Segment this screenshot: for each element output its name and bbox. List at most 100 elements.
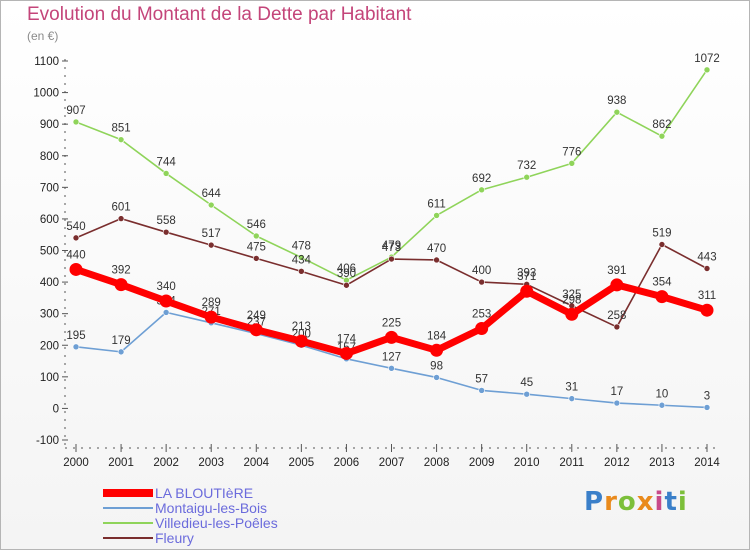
data-point bbox=[72, 234, 80, 242]
y-tick-label: 1000 bbox=[33, 88, 59, 100]
y-tick-label: 600 bbox=[40, 214, 59, 226]
data-label: 249 bbox=[247, 310, 266, 322]
data-point bbox=[72, 343, 80, 351]
data-label: 390 bbox=[337, 268, 356, 280]
data-point bbox=[565, 307, 579, 321]
data-point bbox=[703, 265, 711, 272]
data-label: 253 bbox=[472, 309, 491, 321]
data-label: 862 bbox=[652, 119, 671, 131]
data-label: 479 bbox=[382, 240, 401, 252]
data-point bbox=[568, 160, 576, 167]
y-tick-label: 700 bbox=[40, 182, 59, 194]
data-point bbox=[478, 186, 485, 194]
data-point bbox=[204, 310, 218, 324]
logo-letter: r bbox=[604, 487, 618, 517]
data-label: 1072 bbox=[694, 53, 720, 65]
data-point bbox=[294, 334, 308, 348]
data-label: 644 bbox=[202, 188, 222, 200]
data-point bbox=[252, 255, 260, 262]
logo-letter: i bbox=[677, 487, 688, 517]
x-tick-label: 2007 bbox=[379, 457, 405, 469]
x-tick-label: 2009 bbox=[469, 457, 495, 469]
logo-letter: x bbox=[636, 487, 655, 517]
y-tick-label: 800 bbox=[40, 151, 59, 163]
legend-item: Villedieu-les-Poêles bbox=[103, 514, 278, 531]
data-label: 601 bbox=[111, 202, 130, 214]
data-point bbox=[658, 241, 666, 248]
data-label: 258 bbox=[607, 310, 626, 322]
data-label: 517 bbox=[202, 228, 221, 240]
legend-item: Fleury bbox=[103, 530, 278, 546]
legend-swatch bbox=[103, 521, 153, 524]
data-label: 475 bbox=[247, 241, 266, 253]
data-label: 732 bbox=[517, 160, 536, 172]
data-point bbox=[72, 118, 80, 126]
data-point bbox=[475, 322, 489, 336]
y-tick-label: 500 bbox=[40, 246, 59, 258]
data-label: 298 bbox=[562, 294, 581, 306]
data-label: 393 bbox=[517, 267, 536, 279]
data-point bbox=[658, 401, 666, 409]
proxiti-logo: Proxiti bbox=[584, 487, 688, 517]
chart-title: Evolution du Montant de la Dette par Hab… bbox=[27, 4, 412, 25]
data-label: 179 bbox=[111, 335, 130, 347]
data-point bbox=[207, 201, 215, 209]
data-label: 443 bbox=[697, 252, 716, 264]
data-label: 391 bbox=[607, 265, 626, 277]
data-point bbox=[117, 215, 125, 222]
data-point bbox=[523, 173, 531, 181]
logo-letter: t bbox=[664, 487, 678, 517]
data-label: 776 bbox=[562, 146, 581, 158]
x-tick-label: 2011 bbox=[559, 457, 584, 469]
legend-swatch bbox=[103, 536, 153, 539]
data-point bbox=[69, 262, 83, 276]
data-label: 354 bbox=[652, 277, 672, 289]
data-label: 3 bbox=[704, 390, 710, 402]
data-point bbox=[252, 232, 260, 240]
data-label: 692 bbox=[472, 173, 491, 185]
x-tick-label: 2005 bbox=[289, 457, 315, 469]
data-point bbox=[159, 294, 173, 308]
line-chart: -100 0 100 200 300 400 500 600 700 800 900 1000 1100… bbox=[33, 53, 721, 469]
data-label: 470 bbox=[427, 243, 446, 255]
data-point bbox=[433, 374, 440, 381]
data-point bbox=[388, 365, 395, 372]
legend-label: Villedieu-les-Poêles bbox=[155, 514, 278, 531]
data-point bbox=[655, 290, 669, 304]
legend-label: Montaigu-les-Bois bbox=[155, 499, 268, 516]
logo-letter: i bbox=[654, 487, 665, 517]
data-point bbox=[298, 268, 305, 275]
x-tick-label: 2001 bbox=[108, 457, 134, 469]
y-tick-label: 100 bbox=[40, 372, 59, 384]
data-label: 45 bbox=[520, 377, 533, 389]
y-tick-label: -100 bbox=[36, 435, 59, 447]
data-point bbox=[339, 346, 353, 360]
data-point bbox=[162, 309, 170, 316]
data-point bbox=[703, 66, 711, 74]
y-tick-label: 900 bbox=[40, 119, 59, 131]
data-label: 400 bbox=[472, 265, 491, 277]
data-label: 31 bbox=[565, 382, 578, 394]
x-tick-label: 2012 bbox=[604, 457, 630, 469]
y-tick-label: 300 bbox=[40, 309, 59, 321]
data-label: 325 bbox=[562, 289, 581, 301]
x-tick-label: 2006 bbox=[334, 457, 360, 469]
data-label: 174 bbox=[337, 333, 357, 345]
data-label: 392 bbox=[111, 265, 130, 277]
y-tick-label: 400 bbox=[40, 277, 59, 289]
data-point bbox=[658, 132, 666, 140]
data-point bbox=[117, 136, 125, 143]
data-label: 434 bbox=[292, 254, 312, 266]
data-point bbox=[249, 323, 263, 337]
data-point bbox=[523, 390, 531, 398]
data-label: 440 bbox=[66, 249, 85, 261]
legend-swatch bbox=[103, 488, 153, 497]
data-point bbox=[162, 228, 170, 236]
legend-label: LA BLOUTIèRE bbox=[155, 484, 254, 501]
data-label: 289 bbox=[202, 297, 221, 309]
data-label: 938 bbox=[607, 95, 626, 107]
y-tick-label: 1100 bbox=[34, 56, 59, 68]
legend-item: Montaigu-les-Bois bbox=[103, 499, 278, 516]
data-label: 611 bbox=[427, 198, 445, 210]
